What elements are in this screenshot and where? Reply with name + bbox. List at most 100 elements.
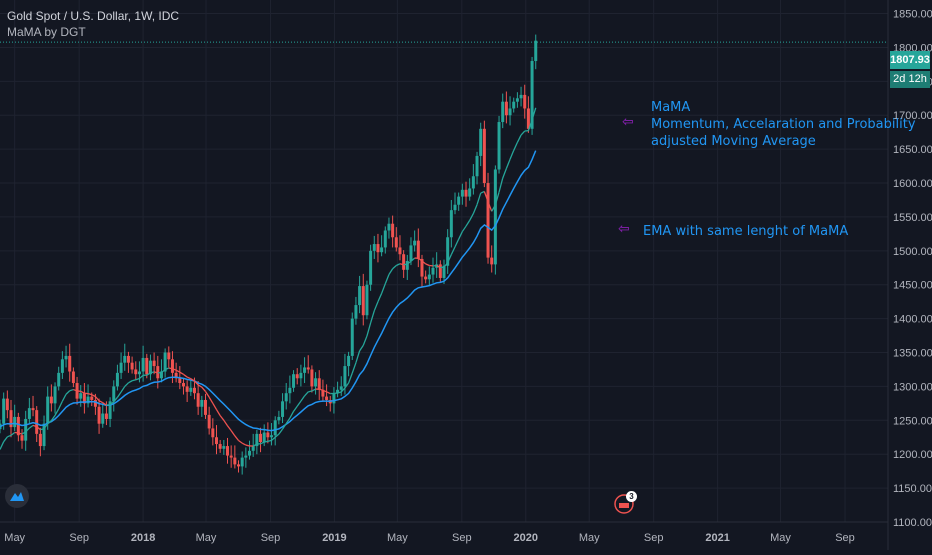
candle-body [285, 393, 288, 401]
candle-body [123, 356, 126, 363]
candle-body [211, 428, 214, 437]
candle-body [61, 359, 64, 373]
time-axis-label: May [387, 532, 408, 544]
mama-line-segment [117, 392, 121, 397]
candle-body [142, 358, 145, 372]
candle-body [351, 319, 354, 356]
candle-body [387, 224, 390, 231]
candle-body [461, 190, 464, 197]
mama-line-segment [66, 391, 70, 394]
candle-body [127, 356, 130, 363]
mama-line-segment [209, 397, 213, 403]
candle-body [340, 386, 343, 389]
mama-line-segment [510, 150, 514, 159]
mama-line-segment [290, 411, 294, 418]
candle-body [281, 401, 284, 417]
candle-body [450, 210, 453, 237]
candle-body [362, 286, 365, 315]
bar-countdown-badge: 2d 12h [890, 71, 930, 88]
mama-line-segment [385, 275, 389, 284]
candle-body [35, 410, 38, 434]
mama-line-segment [378, 293, 382, 301]
candle-body [307, 367, 310, 369]
mama-line-segment [0, 442, 4, 450]
candle-body [490, 258, 493, 265]
mama-line-segment [228, 426, 232, 431]
mama-line-segment [220, 416, 224, 421]
candle-body [395, 237, 398, 247]
mama-line-segment [455, 239, 459, 247]
tradingview-logo-icon[interactable] [5, 484, 29, 508]
mama-line-segment [59, 401, 63, 409]
mama-line-segment [7, 435, 11, 436]
candle-body [248, 451, 251, 456]
candle-body [391, 224, 394, 238]
candle-body [417, 241, 420, 259]
mama-line-segment [521, 131, 525, 135]
candle-body [468, 188, 471, 196]
candle-body [494, 169, 497, 264]
candle-body [54, 386, 57, 403]
mama-line-segment [84, 393, 88, 394]
mama-line-segment [125, 383, 129, 387]
candle-body [178, 378, 181, 383]
price-axis-label: 1550.00 [893, 212, 932, 224]
candle-body [483, 129, 486, 183]
mama-line-segment [374, 302, 378, 311]
candle-body [431, 268, 434, 275]
candle-body [318, 378, 321, 390]
mama-line-segment [242, 443, 246, 445]
candle-body [94, 400, 97, 407]
candle-body [520, 95, 523, 98]
candle-body [505, 102, 508, 116]
candle-body [274, 420, 277, 435]
mama-line-segment [466, 220, 470, 226]
time-axis-label: 2021 [705, 532, 729, 544]
candle-body [310, 369, 313, 386]
mama-line-segment [40, 429, 44, 430]
candle-body [479, 129, 482, 156]
mama-line-segment [62, 394, 66, 401]
candle-body [50, 397, 53, 404]
time-axis-label: May [4, 532, 25, 544]
candle-body [101, 414, 104, 424]
mama-line-segment [352, 363, 356, 373]
candle-body [138, 372, 141, 375]
candle-body [509, 108, 512, 115]
mama-line-segment [202, 387, 206, 391]
candle-body [112, 386, 115, 401]
candle-body [13, 417, 16, 427]
candle-body [376, 244, 379, 252]
mama-line-segment [268, 440, 272, 441]
candle-body [373, 244, 376, 251]
candle-body [347, 356, 350, 366]
candle-body [197, 393, 200, 407]
events-icon[interactable]: 3 [614, 494, 634, 514]
candle-body [465, 190, 468, 197]
candle-body [296, 374, 299, 378]
mama-line-segment [426, 264, 430, 266]
mama-line-segment [473, 205, 477, 214]
candle-body [523, 95, 526, 109]
mama-line-segment [231, 431, 235, 436]
mama-line-segment [400, 264, 404, 265]
candle-body [472, 176, 475, 188]
candle-body [237, 464, 240, 466]
candle-body [409, 245, 412, 261]
price-axis-label: 1200.00 [893, 449, 932, 461]
candle-body [215, 437, 218, 444]
candle-body [277, 417, 280, 420]
candle-body [145, 358, 148, 374]
candle-body [365, 285, 368, 316]
candle-body [299, 373, 302, 378]
candle-body [332, 393, 335, 403]
candle-body [380, 247, 383, 252]
candle-body [487, 183, 490, 258]
candle-body [343, 366, 346, 386]
candle-body [476, 156, 479, 176]
mama-line-segment [319, 389, 323, 390]
candle-body [131, 363, 134, 370]
candle-body [65, 356, 68, 359]
